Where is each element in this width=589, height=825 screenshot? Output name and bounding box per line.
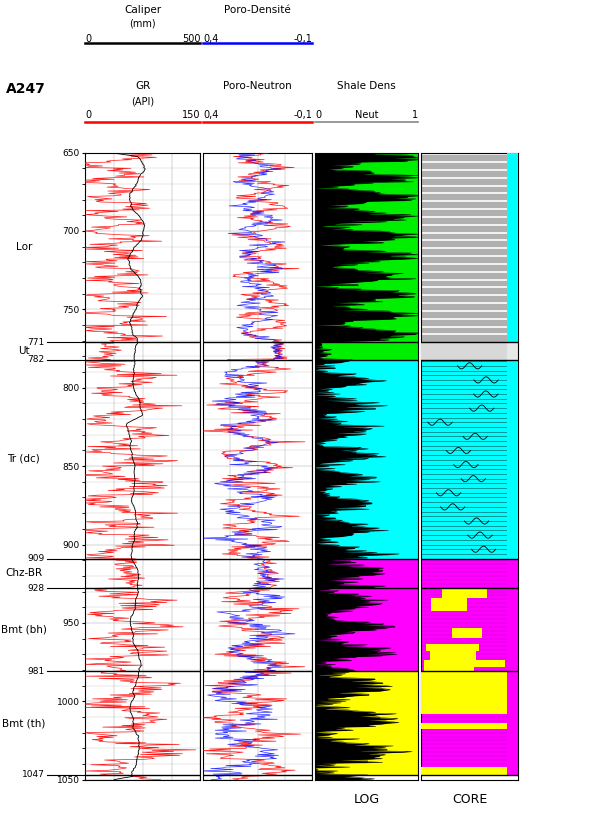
Text: A247: A247 <box>6 82 46 96</box>
Bar <box>424 660 505 667</box>
Text: 0: 0 <box>85 34 91 44</box>
Bar <box>421 360 518 559</box>
Text: Neut: Neut <box>355 110 378 120</box>
Bar <box>421 723 507 728</box>
Text: 771: 771 <box>27 337 44 346</box>
Text: GR: GR <box>135 81 150 91</box>
Bar <box>315 153 418 342</box>
Text: Tr (dc): Tr (dc) <box>8 453 40 464</box>
Text: Bmt (bh): Bmt (bh) <box>1 625 47 634</box>
Text: Shale Dens: Shale Dens <box>337 81 396 91</box>
Text: 150: 150 <box>182 110 200 120</box>
Bar <box>507 153 518 342</box>
Bar <box>315 360 418 559</box>
Bar <box>421 559 518 775</box>
Text: 981: 981 <box>27 667 44 676</box>
Bar <box>421 679 507 687</box>
Bar <box>421 342 507 360</box>
Bar <box>421 767 507 775</box>
Text: Chz-BR: Chz-BR <box>5 568 42 578</box>
Bar <box>315 672 418 775</box>
Bar <box>421 153 518 342</box>
Text: 928: 928 <box>27 584 44 593</box>
Bar <box>430 651 475 660</box>
Bar <box>442 588 487 597</box>
Bar <box>315 588 418 672</box>
Text: Ut: Ut <box>18 346 29 356</box>
Bar <box>421 699 507 714</box>
Text: CORE: CORE <box>452 794 487 806</box>
Text: -0,1: -0,1 <box>293 34 312 44</box>
Bar <box>315 559 418 588</box>
Text: Caliper: Caliper <box>124 5 161 15</box>
Bar <box>431 597 467 610</box>
Text: 0: 0 <box>85 110 91 120</box>
Bar <box>421 687 507 699</box>
Bar <box>421 672 507 679</box>
Bar <box>507 360 518 559</box>
Text: 909: 909 <box>27 554 44 563</box>
Text: (API): (API) <box>131 97 154 106</box>
Bar <box>421 342 518 360</box>
Bar <box>425 667 474 672</box>
Text: 1047: 1047 <box>22 771 44 780</box>
Text: Poro-Densité: Poro-Densité <box>224 5 291 15</box>
Text: 0,4: 0,4 <box>203 34 219 44</box>
Bar <box>452 628 482 639</box>
Bar <box>426 644 479 651</box>
Text: (mm): (mm) <box>130 18 156 28</box>
Text: LOG: LOG <box>353 794 380 806</box>
Text: Lor: Lor <box>16 242 32 252</box>
Bar <box>315 342 418 360</box>
Text: Bmt (th): Bmt (th) <box>2 719 45 728</box>
Text: -0,1: -0,1 <box>293 110 312 120</box>
Text: 1: 1 <box>412 110 418 120</box>
Text: 0,4: 0,4 <box>203 110 219 120</box>
Text: 500: 500 <box>182 34 200 44</box>
Text: 0: 0 <box>315 110 321 120</box>
Text: 782: 782 <box>27 355 44 364</box>
Text: Poro-Neutron: Poro-Neutron <box>223 81 292 91</box>
